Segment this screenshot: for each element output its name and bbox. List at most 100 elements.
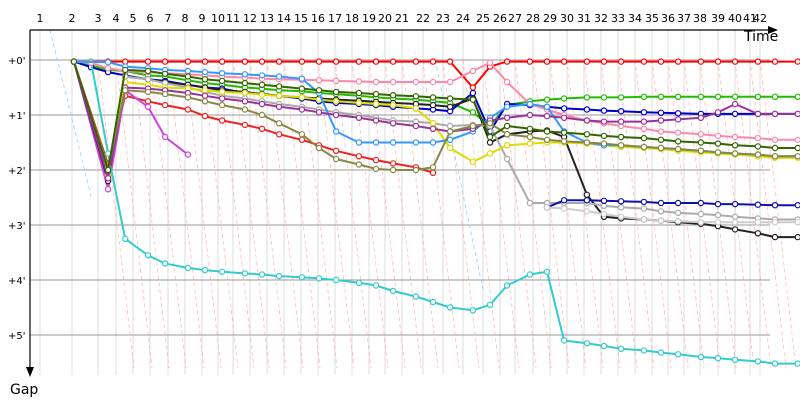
lap-label: 12 [243,12,257,25]
data-point [412,139,420,146]
series-line [72,61,798,171]
data-point [600,197,608,204]
data-point [184,73,192,80]
data-point [526,199,534,207]
y-axis-title: Gap [10,382,38,398]
data-point [389,160,397,167]
data-point [429,298,437,306]
data-point [657,117,665,124]
data-point [429,169,437,176]
diagonal-guide-line [132,59,170,369]
data-point [583,191,591,198]
data-point [258,271,266,278]
data-point [771,136,779,143]
data-point [617,58,625,65]
data-point [526,111,534,119]
data-point [714,211,722,219]
data-point [657,349,665,356]
data-point [429,120,437,127]
data-point [674,93,682,101]
data-point [617,118,625,125]
data-point [697,131,705,138]
data-point [714,93,722,101]
data-point [771,144,779,152]
diagonal-guide-line [217,59,255,369]
data-point [275,73,283,80]
data-point [184,106,192,113]
data-point [104,65,112,72]
data-point [486,133,494,141]
data-point [389,120,397,127]
gap-label: +3' [8,221,26,232]
y-axis-arrow [26,367,34,377]
data-point [412,293,420,300]
lap-label: 20 [378,12,392,25]
data-point [794,202,800,209]
lap-label: 4 [113,12,120,25]
data-point [412,166,420,174]
data-point [526,133,534,141]
diagonal-guide-line [351,59,389,369]
data-point [583,106,591,113]
data-point [469,109,477,116]
data-point [617,345,625,352]
diagonal-guide-line [232,59,270,369]
data-point [503,155,511,163]
data-point [355,89,363,97]
data-point [640,205,648,212]
data-point [389,139,397,146]
data-point [298,58,306,65]
data-point [104,59,112,66]
diagonal-guide-line [651,59,689,369]
data-point [600,210,608,218]
data-point [560,337,568,344]
data-point [201,58,209,65]
data-point [486,150,494,157]
data-point [372,117,380,124]
data-point [469,84,477,91]
data-point [657,199,665,207]
data-point [731,219,739,226]
data-point [201,92,209,100]
series-13 [70,58,800,174]
data-point [355,78,363,85]
data-point [258,91,266,98]
data-point [583,94,591,101]
data-point [794,93,800,100]
diagonal-guide-line [401,59,439,369]
lap-label: 33 [611,12,625,25]
data-point [731,200,739,208]
data-point [583,340,591,347]
data-point [469,122,477,130]
data-point [121,235,129,242]
data-point [731,150,739,157]
data-point [389,166,397,174]
lap-label: 31 [577,12,591,25]
data-point [731,356,739,363]
lap-label: 21 [395,12,409,25]
data-point [469,158,477,165]
data-point [640,198,648,206]
data-point [543,112,551,120]
data-point [640,125,648,133]
data-point [771,201,779,209]
data-point [560,95,568,102]
data-point [241,89,249,97]
lap-label: 3 [95,12,102,25]
diagonal-guide-line [300,59,338,369]
diagonal-guide-line [201,59,239,369]
data-point [298,85,306,92]
lap-label: 26 [493,12,507,25]
lap-label: 40 [728,12,742,25]
data-point [657,144,665,152]
data-point [241,98,249,105]
data-point [617,198,625,205]
data-point [640,143,648,151]
diagonal-guide-line [462,59,500,369]
data-point [714,140,722,147]
data-point [275,120,283,127]
data-point [503,131,511,138]
data-point [657,109,665,117]
data-point [674,209,682,217]
gap-label: +5' [8,331,26,342]
